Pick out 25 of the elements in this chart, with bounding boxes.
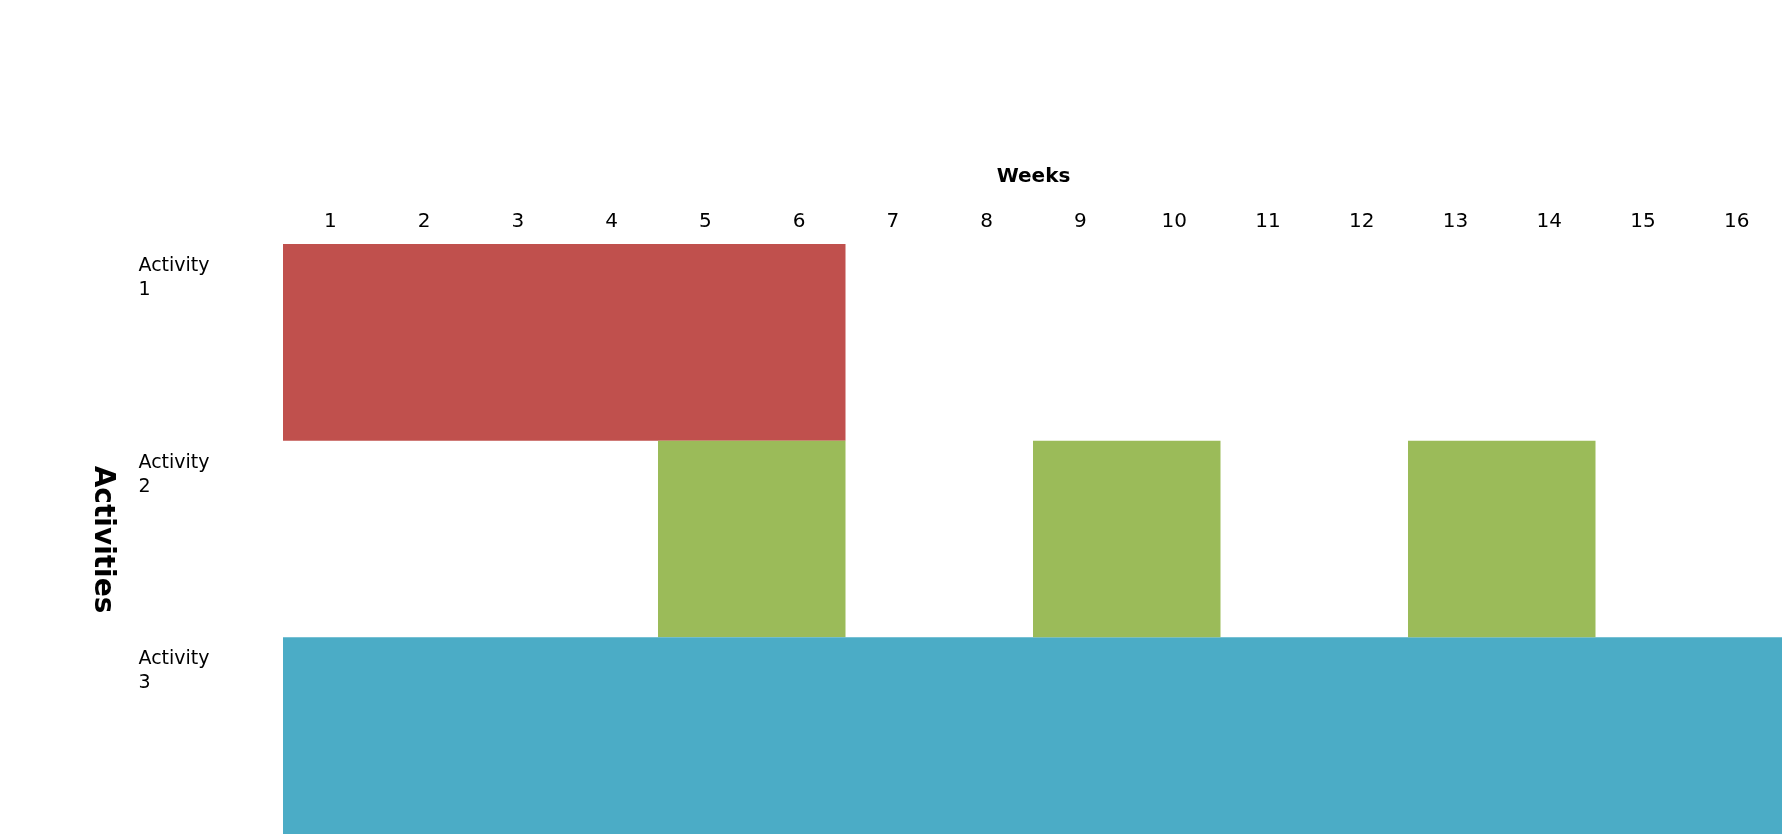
x-tick-label: 3 bbox=[511, 207, 525, 232]
y-tick-label: Activity 3 bbox=[138, 646, 210, 693]
x-tick-label: 8 bbox=[980, 207, 993, 232]
bar bbox=[1033, 440, 1221, 638]
x-tick-label: 5 bbox=[699, 207, 712, 232]
x-tick-label: 6 bbox=[792, 207, 806, 232]
y-axis-title: Activities bbox=[87, 465, 121, 614]
bar bbox=[1408, 440, 1596, 638]
x-tick-label: 14 bbox=[1536, 207, 1562, 232]
bar bbox=[283, 637, 1782, 834]
y-tick-label: Activity 2 bbox=[138, 449, 210, 496]
x-tick-label: 2 bbox=[417, 207, 431, 232]
x-tick-label: 15 bbox=[1630, 207, 1656, 232]
x-tick-label: 7 bbox=[886, 207, 900, 232]
x-tick-label: 4 bbox=[605, 207, 618, 232]
x-axis-title: Weeks bbox=[996, 162, 1071, 187]
x-tick-label: 13 bbox=[1442, 207, 1469, 232]
x-tick-label: 9 bbox=[1074, 207, 1087, 232]
bar bbox=[283, 244, 846, 441]
y-tick-label: Activity 1 bbox=[138, 253, 210, 299]
x-tick-label: 16 bbox=[1723, 207, 1750, 232]
x-tick-label: 10 bbox=[1161, 207, 1187, 232]
x-tick-label: 11 bbox=[1255, 207, 1281, 232]
x-tick-label: 12 bbox=[1348, 207, 1375, 232]
x-tick-label: 1 bbox=[324, 207, 337, 232]
